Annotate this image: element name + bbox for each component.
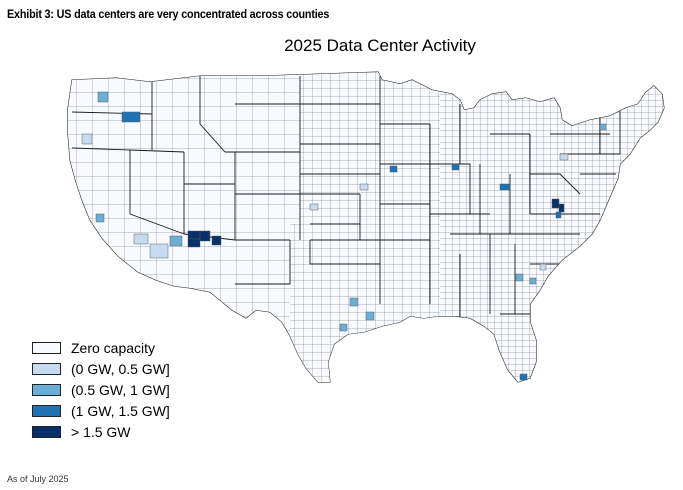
loudoun-county-cell-1 xyxy=(551,198,560,209)
texas-county-cell-1 xyxy=(349,297,359,307)
legend-swatch xyxy=(32,341,61,354)
florida-county-cell xyxy=(519,373,528,381)
legend-label: > 1.5 GW xyxy=(71,423,131,440)
legend-swatch xyxy=(32,404,61,417)
georgia-county-cell-2 xyxy=(539,263,547,271)
legend-label: (0.5 GW, 1 GW] xyxy=(71,381,170,398)
northern-virginia-county-cell xyxy=(555,211,562,219)
phoenix-county-cell-3 xyxy=(187,238,201,248)
us-map-svg xyxy=(67,71,665,383)
highlighted-counties xyxy=(81,91,607,381)
legend-item-zero: Zero capacity xyxy=(32,337,170,358)
legend-swatch xyxy=(32,383,61,396)
us-county-map xyxy=(60,64,680,384)
legend-swatch xyxy=(32,425,61,438)
georgia-county-cell xyxy=(515,273,524,282)
legend: Zero capacity (0 GW, 0.5 GW] (0.5 GW, 1 … xyxy=(32,337,170,442)
texas-county-cell-2 xyxy=(365,311,375,321)
exhibit-title: Exhibit 3: US data centers are very conc… xyxy=(7,7,330,21)
legend-swatch xyxy=(32,362,61,375)
phoenix-county-cell-1 xyxy=(187,230,201,240)
state-borders xyxy=(71,76,621,324)
oregon-coast-county-cell xyxy=(81,133,93,145)
legend-label: (1 GW, 1.5 GW] xyxy=(71,402,170,419)
legend-item-top: > 1.5 GW xyxy=(32,421,170,442)
legend-item-low: (0 GW, 0.5 GW] xyxy=(32,358,170,379)
california-county-cell-2 xyxy=(133,233,149,245)
loudoun-county-cell-2 xyxy=(558,203,565,213)
illinois-county-cell xyxy=(451,163,460,171)
central-ohio-county-cell xyxy=(499,183,511,191)
county-grid-layer xyxy=(68,72,664,382)
map-title: 2025 Data Center Activity xyxy=(284,36,476,55)
texas-county-cell-3 xyxy=(339,323,348,332)
california-county-cell-1 xyxy=(149,243,169,259)
nebraska-county-cell xyxy=(359,183,369,191)
nevada-county-cell xyxy=(169,235,183,247)
colorado-county-cell xyxy=(309,203,319,211)
legend-label: (0 GW, 0.5 GW] xyxy=(71,360,170,377)
legend-item-mid: (0.5 GW, 1 GW] xyxy=(32,379,170,400)
south-carolina-county-cell xyxy=(529,277,537,285)
legend-label: Zero capacity xyxy=(71,339,156,356)
iowa-county-cell xyxy=(389,165,398,173)
bay-area-county-cell xyxy=(95,213,105,223)
new-york-county-cell xyxy=(599,123,607,131)
footnote: As of July 2025 xyxy=(7,474,69,484)
legend-item-high: (1 GW, 1.5 GW] xyxy=(32,400,170,421)
arizona-county-cell xyxy=(211,235,222,246)
central-oregon-county-cell xyxy=(121,111,141,123)
pennsylvania-county-cell xyxy=(559,153,569,161)
phoenix-county-cell-2 xyxy=(199,230,211,242)
oregon-county-cell xyxy=(97,91,109,103)
